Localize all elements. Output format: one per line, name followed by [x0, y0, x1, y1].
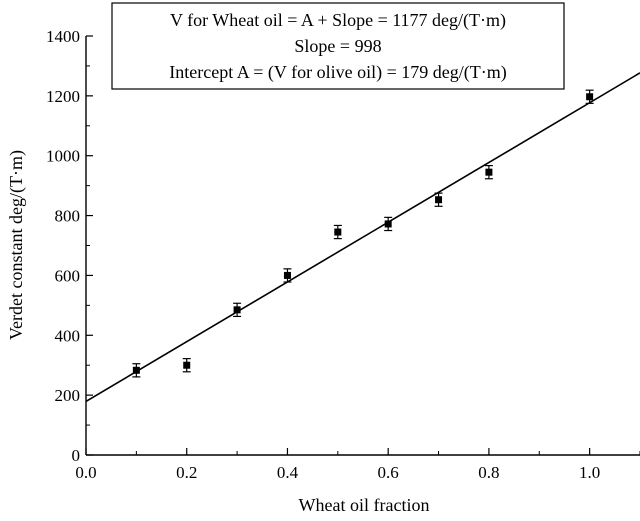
x-tick-label: 1.0	[579, 463, 600, 482]
x-tick-label: 0.0	[75, 463, 96, 482]
axis-ticks: 0.0 0.2 0.4 0.6 0.8 1.0 0 200 400 600 800 1000 1200 1…	[46, 27, 640, 482]
data-point	[233, 302, 242, 318]
y-axis-label: Verdet constant deg/(T·m)	[6, 150, 27, 340]
data-point	[384, 216, 393, 232]
data-point	[132, 363, 141, 378]
y-tick-label: 400	[55, 326, 81, 345]
annotation-line-1: V for Wheat oil = A + Slope = 1177 deg/(…	[170, 10, 506, 31]
data-marker	[586, 93, 594, 101]
y-tick-label: 1200	[46, 87, 80, 106]
data-marker	[233, 306, 241, 314]
annotation-box-border	[111, 2, 565, 90]
data-marker	[334, 228, 342, 236]
data-marker	[384, 220, 392, 228]
fit-line-layer	[85, 72, 640, 403]
data-point	[484, 164, 493, 180]
x-tick-label: 0.8	[478, 463, 499, 482]
x-tick-label: 0.2	[176, 463, 197, 482]
axes-frame	[85, 36, 640, 456]
y-tick-label: 800	[55, 207, 81, 226]
x-tick-label: 0.4	[277, 463, 299, 482]
y-tick-label: 200	[55, 386, 81, 405]
annotation-box: V for Wheat oil = A + Slope = 1177 deg/(…	[111, 2, 565, 90]
data-point	[333, 224, 342, 240]
annotation-line-3: Intercept A = (V for olive oil) = 179 de…	[169, 62, 506, 83]
y-tick-label: 1400	[46, 27, 80, 46]
data-marker	[183, 361, 191, 369]
data-points	[132, 89, 594, 378]
data-point	[283, 268, 292, 283]
annotation-line-2: Slope = 998	[294, 36, 381, 56]
y-tick-label: 0	[72, 446, 81, 465]
linear-fit-line	[85, 72, 640, 403]
data-point	[182, 358, 191, 373]
x-axis-label: Wheat oil fraction	[299, 495, 430, 515]
data-point	[585, 89, 594, 104]
data-marker	[132, 366, 140, 374]
x-tick-label: 0.6	[378, 463, 399, 482]
data-marker	[283, 271, 291, 279]
data-marker	[485, 168, 493, 176]
y-tick-label: 1000	[46, 147, 80, 166]
y-tick-label: 600	[55, 266, 81, 285]
data-marker	[435, 196, 443, 204]
data-point	[434, 192, 443, 207]
